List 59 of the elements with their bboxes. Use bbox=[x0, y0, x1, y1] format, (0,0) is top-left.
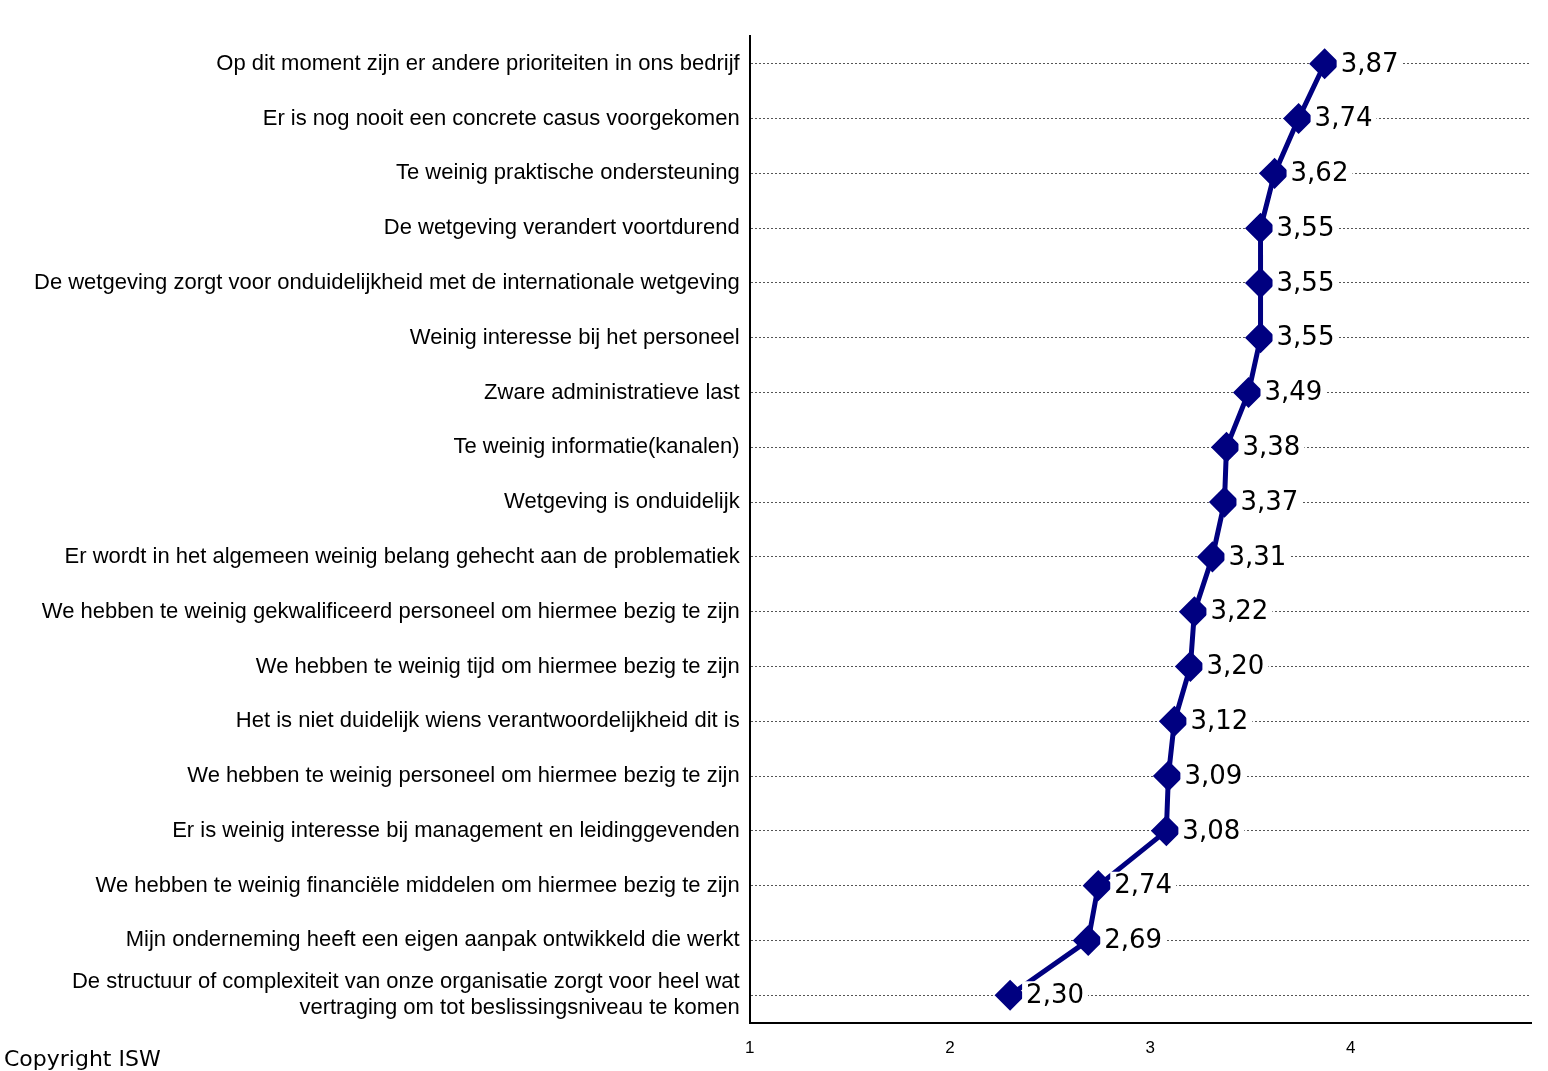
point bbox=[1284, 104, 1314, 134]
y-tick-label: De structuur of complexiteit van onze organisatie zorgt voor heel wat vertraging om tot beslissingsniveau te komen bbox=[71, 968, 740, 1020]
data-label: 3,55 bbox=[1276, 266, 1335, 297]
y-tick-label: Er wordt in het algemeen weinig belang gehecht aan de problematiek bbox=[64, 542, 741, 568]
y-tick-label: Er is nog nooit een concrete casus voorgekomen bbox=[262, 104, 740, 130]
data-label: 2,30 bbox=[1026, 978, 1084, 1009]
x-tick-label: 2 bbox=[945, 1038, 955, 1058]
data-label: 3,87 bbox=[1340, 47, 1399, 78]
data-label: 3,55 bbox=[1276, 321, 1335, 352]
y-tick-label: De wetgeving verandert voortdurend bbox=[383, 214, 740, 240]
point bbox=[1159, 706, 1189, 736]
y-tick-label: Wetgeving is onduidelijk bbox=[504, 488, 741, 514]
y-tick-label: Mijn onderneming heeft een eigen aanpak ontwikkeld die werkt bbox=[125, 926, 740, 952]
point bbox=[1246, 268, 1276, 298]
x-tick-label: 1 bbox=[744, 1038, 755, 1058]
point bbox=[1197, 542, 1227, 572]
point bbox=[1083, 871, 1113, 901]
point bbox=[1246, 213, 1276, 243]
y-tick-label: We hebben te weinig gekwalificeerd personeel om hiermee bezig te zijn bbox=[41, 597, 740, 623]
point bbox=[1151, 816, 1181, 846]
y-tick-label: Op dit moment zijn er andere prioriteiten in ons bedrijf bbox=[216, 49, 741, 75]
data-label: 2,69 bbox=[1104, 924, 1163, 955]
data-label: 3,09 bbox=[1184, 759, 1243, 790]
data-label: 3,38 bbox=[1242, 431, 1301, 462]
point bbox=[1310, 49, 1340, 79]
point bbox=[1073, 925, 1103, 955]
y-tick-label: We hebben te weinig personeel om hiermee bezig te zijn bbox=[187, 762, 740, 788]
data-label: 3,08 bbox=[1182, 814, 1241, 845]
data-label: 3,49 bbox=[1264, 376, 1323, 407]
x-tick-label: 4 bbox=[1345, 1038, 1356, 1058]
data-label: 3,22 bbox=[1210, 595, 1269, 626]
y-tick-label: Weinig interesse bij het personeel bbox=[409, 323, 740, 349]
point bbox=[1209, 487, 1239, 517]
y-tick-label: Te weinig praktische ondersteuning bbox=[396, 159, 740, 185]
point bbox=[1234, 378, 1264, 408]
point bbox=[995, 980, 1025, 1010]
point bbox=[1211, 432, 1241, 462]
data-label: 3,31 bbox=[1228, 540, 1287, 571]
point bbox=[1179, 597, 1209, 627]
y-tick-label: Te weinig informatie(kanalen) bbox=[453, 433, 740, 459]
data-label: 3,62 bbox=[1290, 157, 1349, 188]
data-label: 3,12 bbox=[1190, 705, 1249, 736]
point bbox=[1246, 323, 1276, 353]
x-tick-label: 3 bbox=[1145, 1038, 1156, 1058]
data-label: 3,37 bbox=[1240, 485, 1299, 516]
data-label: 3,55 bbox=[1276, 211, 1335, 242]
y-tick-label: We hebben te weinig tijd om hiermee bezig te zijn bbox=[255, 652, 740, 678]
y-tick-label: Zware administratieve last bbox=[484, 378, 740, 404]
point bbox=[1175, 651, 1205, 681]
point bbox=[1260, 158, 1290, 188]
text: Copyright ISW bbox=[4, 1046, 161, 1071]
y-tick-label: Er is weinig interesse bij management en leidinggevenden bbox=[172, 816, 740, 842]
data-label: 3,20 bbox=[1206, 650, 1265, 681]
y-tick-label: We hebben te weinig financiële middelen om hiermee bezig te zijn bbox=[95, 871, 740, 897]
data-label: 3,74 bbox=[1314, 102, 1373, 133]
data-label: 2,74 bbox=[1114, 869, 1173, 900]
y-tick-label: De wetgeving zorgt voor onduidelijkheid met de internationale wetgeving bbox=[34, 269, 740, 295]
point bbox=[1153, 761, 1183, 791]
y-tick-label: Het is niet duidelijk wiens verantwoordelijkheid dit is bbox=[235, 707, 740, 733]
